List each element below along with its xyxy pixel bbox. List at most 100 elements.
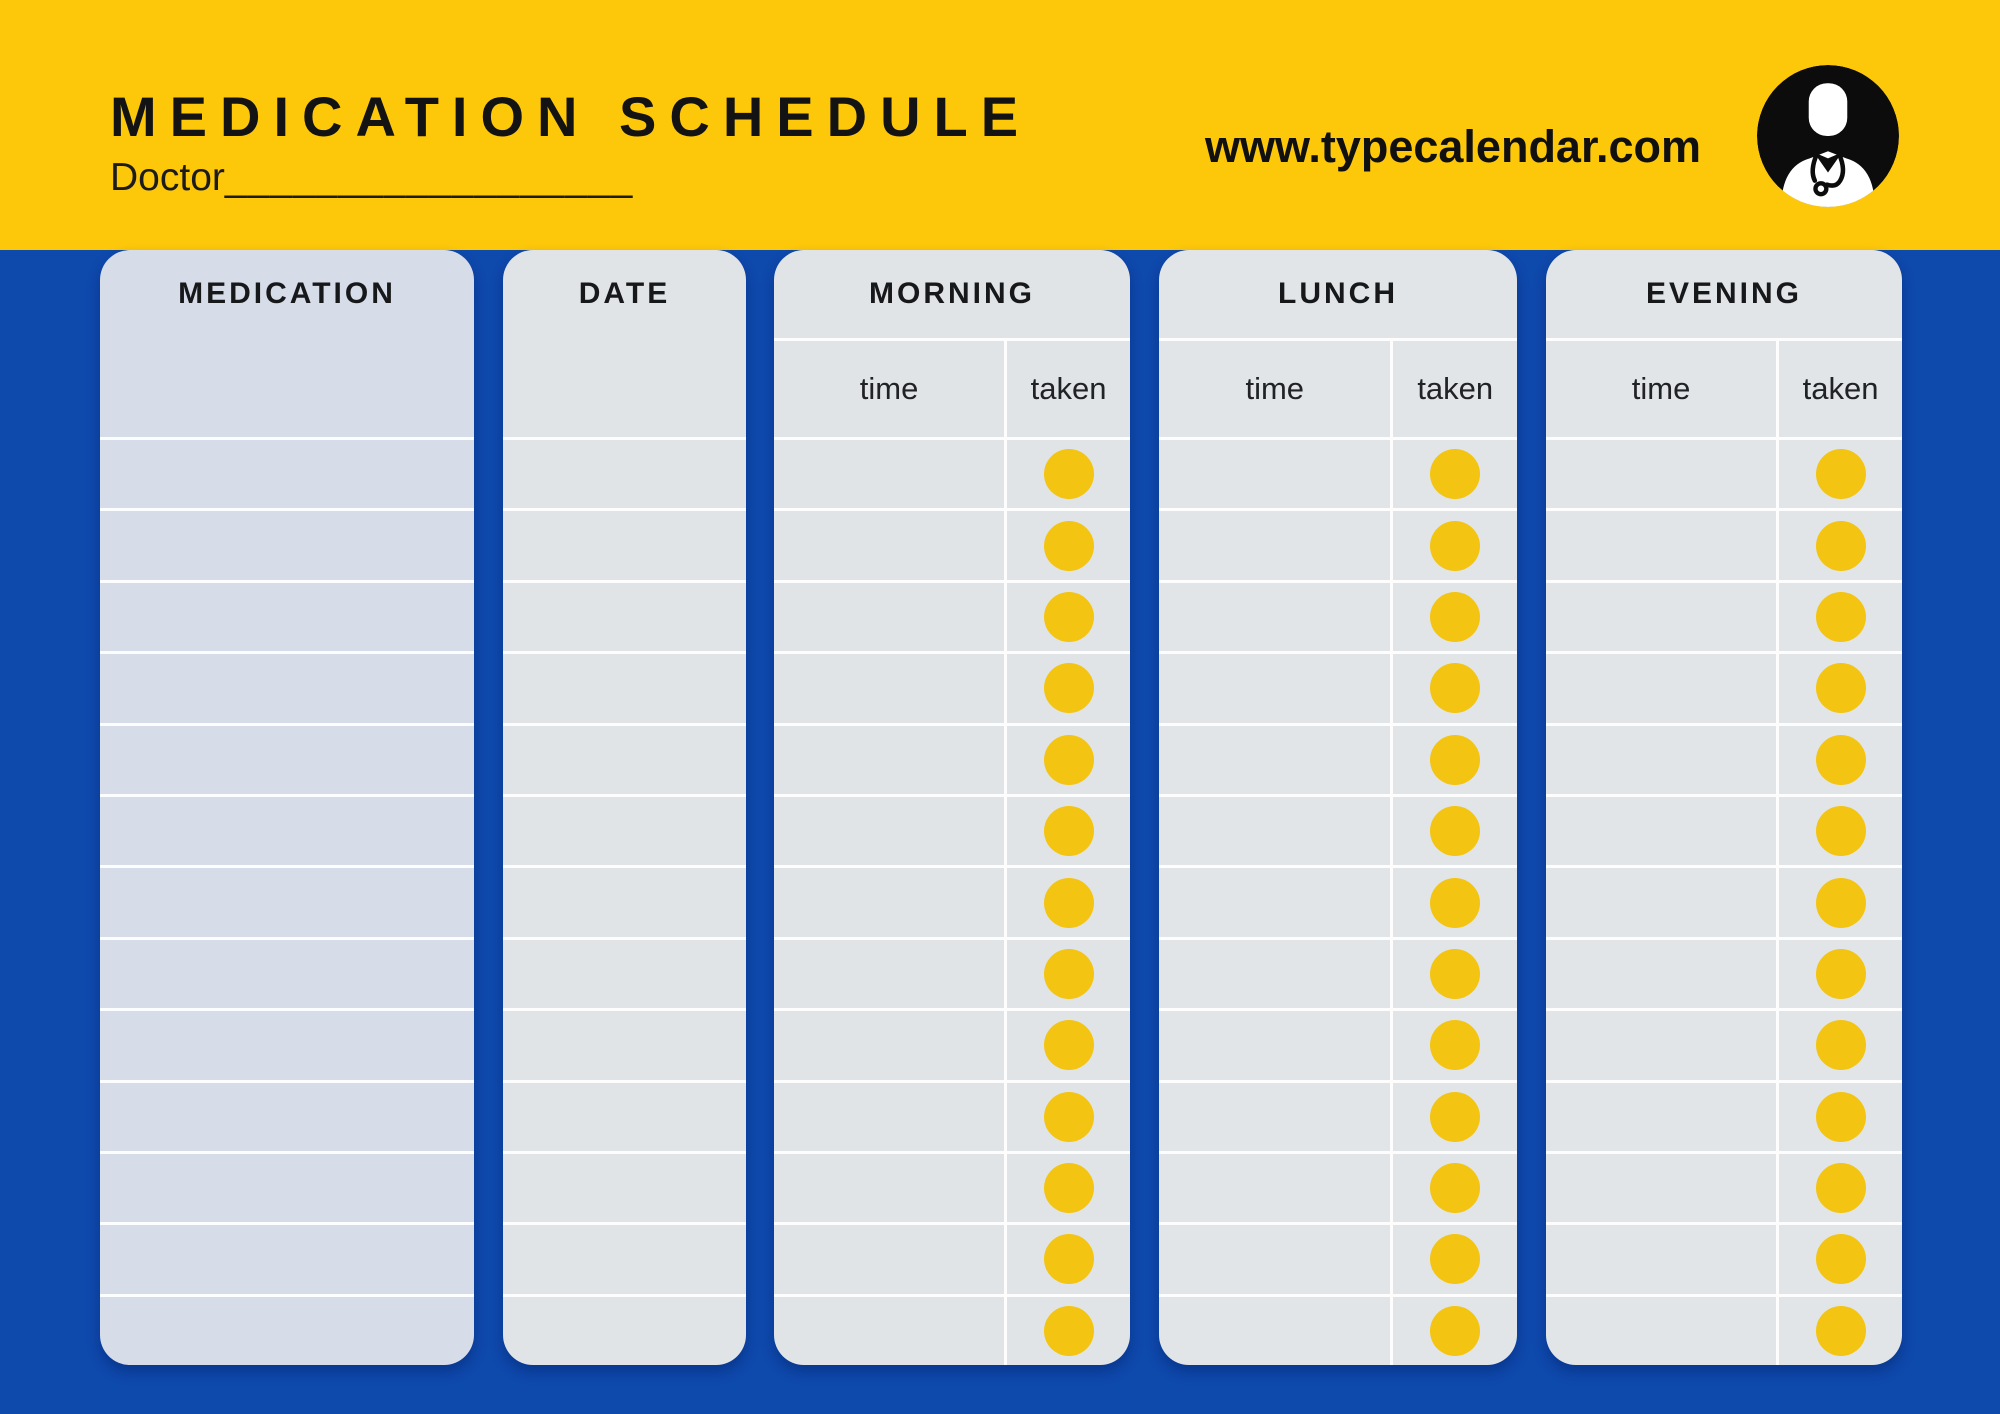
lunch-time-cell[interactable] bbox=[1159, 1011, 1394, 1080]
evening-time-cell[interactable] bbox=[1546, 511, 1780, 580]
taken-dot[interactable] bbox=[1043, 1305, 1094, 1356]
lunch-time-cell[interactable] bbox=[1159, 1225, 1394, 1294]
date-row[interactable] bbox=[503, 865, 746, 936]
date-row[interactable] bbox=[503, 1150, 746, 1222]
medication-row[interactable] bbox=[100, 508, 474, 579]
taken-dot[interactable] bbox=[1043, 1234, 1094, 1285]
taken-dot[interactable] bbox=[1043, 948, 1094, 999]
medication-row[interactable] bbox=[100, 1293, 474, 1365]
taken-dot[interactable] bbox=[1430, 1305, 1481, 1356]
taken-dot[interactable] bbox=[1043, 520, 1094, 571]
morning-time-cell[interactable] bbox=[774, 1225, 1008, 1294]
evening-time-cell[interactable] bbox=[1546, 440, 1780, 509]
morning-time-cell[interactable] bbox=[774, 939, 1008, 1009]
taken-dot[interactable] bbox=[1815, 1091, 1866, 1142]
taken-dot[interactable] bbox=[1815, 449, 1866, 500]
taken-dot[interactable] bbox=[1815, 1020, 1866, 1071]
date-row[interactable] bbox=[503, 722, 746, 794]
medication-row[interactable] bbox=[100, 579, 474, 651]
lunch-time-cell[interactable] bbox=[1159, 939, 1394, 1009]
date-row[interactable] bbox=[503, 936, 746, 1008]
morning-time-cell[interactable] bbox=[774, 868, 1008, 937]
lunch-time-cell[interactable] bbox=[1159, 868, 1394, 937]
date-row[interactable] bbox=[503, 437, 746, 508]
morning-time-cell[interactable] bbox=[774, 1153, 1008, 1223]
medication-row[interactable] bbox=[100, 1079, 474, 1151]
taken-dot[interactable] bbox=[1815, 806, 1866, 857]
evening-time-cell[interactable] bbox=[1546, 868, 1780, 937]
doctor-blank-line[interactable]: __________________ bbox=[224, 156, 634, 199]
medication-row[interactable] bbox=[100, 865, 474, 936]
taken-dot[interactable] bbox=[1430, 877, 1481, 928]
date-row[interactable] bbox=[503, 1079, 746, 1151]
taken-dot[interactable] bbox=[1430, 591, 1481, 642]
taken-dot[interactable] bbox=[1430, 806, 1481, 857]
date-row[interactable] bbox=[503, 508, 746, 579]
taken-dot[interactable] bbox=[1815, 1163, 1866, 1214]
taken-dot[interactable] bbox=[1043, 591, 1094, 642]
lunch-time-cell[interactable] bbox=[1159, 511, 1394, 580]
lunch-time-cell[interactable] bbox=[1159, 796, 1394, 866]
taken-dot[interactable] bbox=[1043, 1020, 1094, 1071]
morning-time-cell[interactable] bbox=[774, 725, 1008, 794]
date-row[interactable] bbox=[503, 651, 746, 722]
taken-dot[interactable] bbox=[1430, 663, 1481, 714]
taken-dot[interactable] bbox=[1043, 663, 1094, 714]
evening-time-cell[interactable] bbox=[1546, 1011, 1780, 1080]
date-row[interactable] bbox=[503, 579, 746, 651]
date-row[interactable] bbox=[503, 1293, 746, 1365]
date-row[interactable] bbox=[503, 1008, 746, 1079]
taken-dot[interactable] bbox=[1430, 1234, 1481, 1285]
medication-row[interactable] bbox=[100, 437, 474, 508]
taken-dot[interactable] bbox=[1430, 449, 1481, 500]
lunch-time-cell[interactable] bbox=[1159, 582, 1394, 652]
evening-time-cell[interactable] bbox=[1546, 1082, 1780, 1151]
taken-dot[interactable] bbox=[1043, 1091, 1094, 1142]
taken-dot[interactable] bbox=[1815, 591, 1866, 642]
taken-dot[interactable] bbox=[1815, 734, 1866, 785]
evening-time-cell[interactable] bbox=[1546, 939, 1780, 1009]
evening-time-cell[interactable] bbox=[1546, 725, 1780, 794]
morning-time-cell[interactable] bbox=[774, 796, 1008, 866]
medication-row[interactable] bbox=[100, 1008, 474, 1079]
lunch-time-cell[interactable] bbox=[1159, 1082, 1394, 1151]
taken-dot[interactable] bbox=[1815, 1234, 1866, 1285]
evening-time-cell[interactable] bbox=[1546, 1296, 1780, 1365]
evening-time-cell[interactable] bbox=[1546, 1153, 1780, 1223]
morning-time-cell[interactable] bbox=[774, 582, 1008, 652]
evening-time-cell[interactable] bbox=[1546, 1225, 1780, 1294]
taken-dot[interactable] bbox=[1430, 1091, 1481, 1142]
morning-time-cell[interactable] bbox=[774, 440, 1008, 509]
medication-row[interactable] bbox=[100, 1222, 474, 1293]
evening-time-cell[interactable] bbox=[1546, 796, 1780, 866]
lunch-time-cell[interactable] bbox=[1159, 1296, 1394, 1365]
date-row[interactable] bbox=[503, 793, 746, 865]
morning-time-cell[interactable] bbox=[774, 1296, 1008, 1365]
lunch-time-cell[interactable] bbox=[1159, 725, 1394, 794]
taken-dot[interactable] bbox=[1430, 734, 1481, 785]
taken-dot[interactable] bbox=[1430, 1163, 1481, 1214]
medication-row[interactable] bbox=[100, 793, 474, 865]
taken-dot[interactable] bbox=[1430, 948, 1481, 999]
taken-dot[interactable] bbox=[1430, 520, 1481, 571]
evening-time-cell[interactable] bbox=[1546, 582, 1780, 652]
taken-dot[interactable] bbox=[1043, 449, 1094, 500]
lunch-time-cell[interactable] bbox=[1159, 654, 1394, 723]
taken-dot[interactable] bbox=[1815, 877, 1866, 928]
taken-dot[interactable] bbox=[1043, 806, 1094, 857]
evening-time-cell[interactable] bbox=[1546, 654, 1780, 723]
lunch-time-cell[interactable] bbox=[1159, 1153, 1394, 1223]
lunch-time-cell[interactable] bbox=[1159, 440, 1394, 509]
taken-dot[interactable] bbox=[1043, 1163, 1094, 1214]
medication-row[interactable] bbox=[100, 1150, 474, 1222]
date-row[interactable] bbox=[503, 1222, 746, 1293]
taken-dot[interactable] bbox=[1815, 1305, 1866, 1356]
morning-time-cell[interactable] bbox=[774, 1082, 1008, 1151]
taken-dot[interactable] bbox=[1815, 520, 1866, 571]
morning-time-cell[interactable] bbox=[774, 511, 1008, 580]
medication-row[interactable] bbox=[100, 936, 474, 1008]
taken-dot[interactable] bbox=[1430, 1020, 1481, 1071]
taken-dot[interactable] bbox=[1043, 877, 1094, 928]
morning-time-cell[interactable] bbox=[774, 1011, 1008, 1080]
taken-dot[interactable] bbox=[1815, 663, 1866, 714]
